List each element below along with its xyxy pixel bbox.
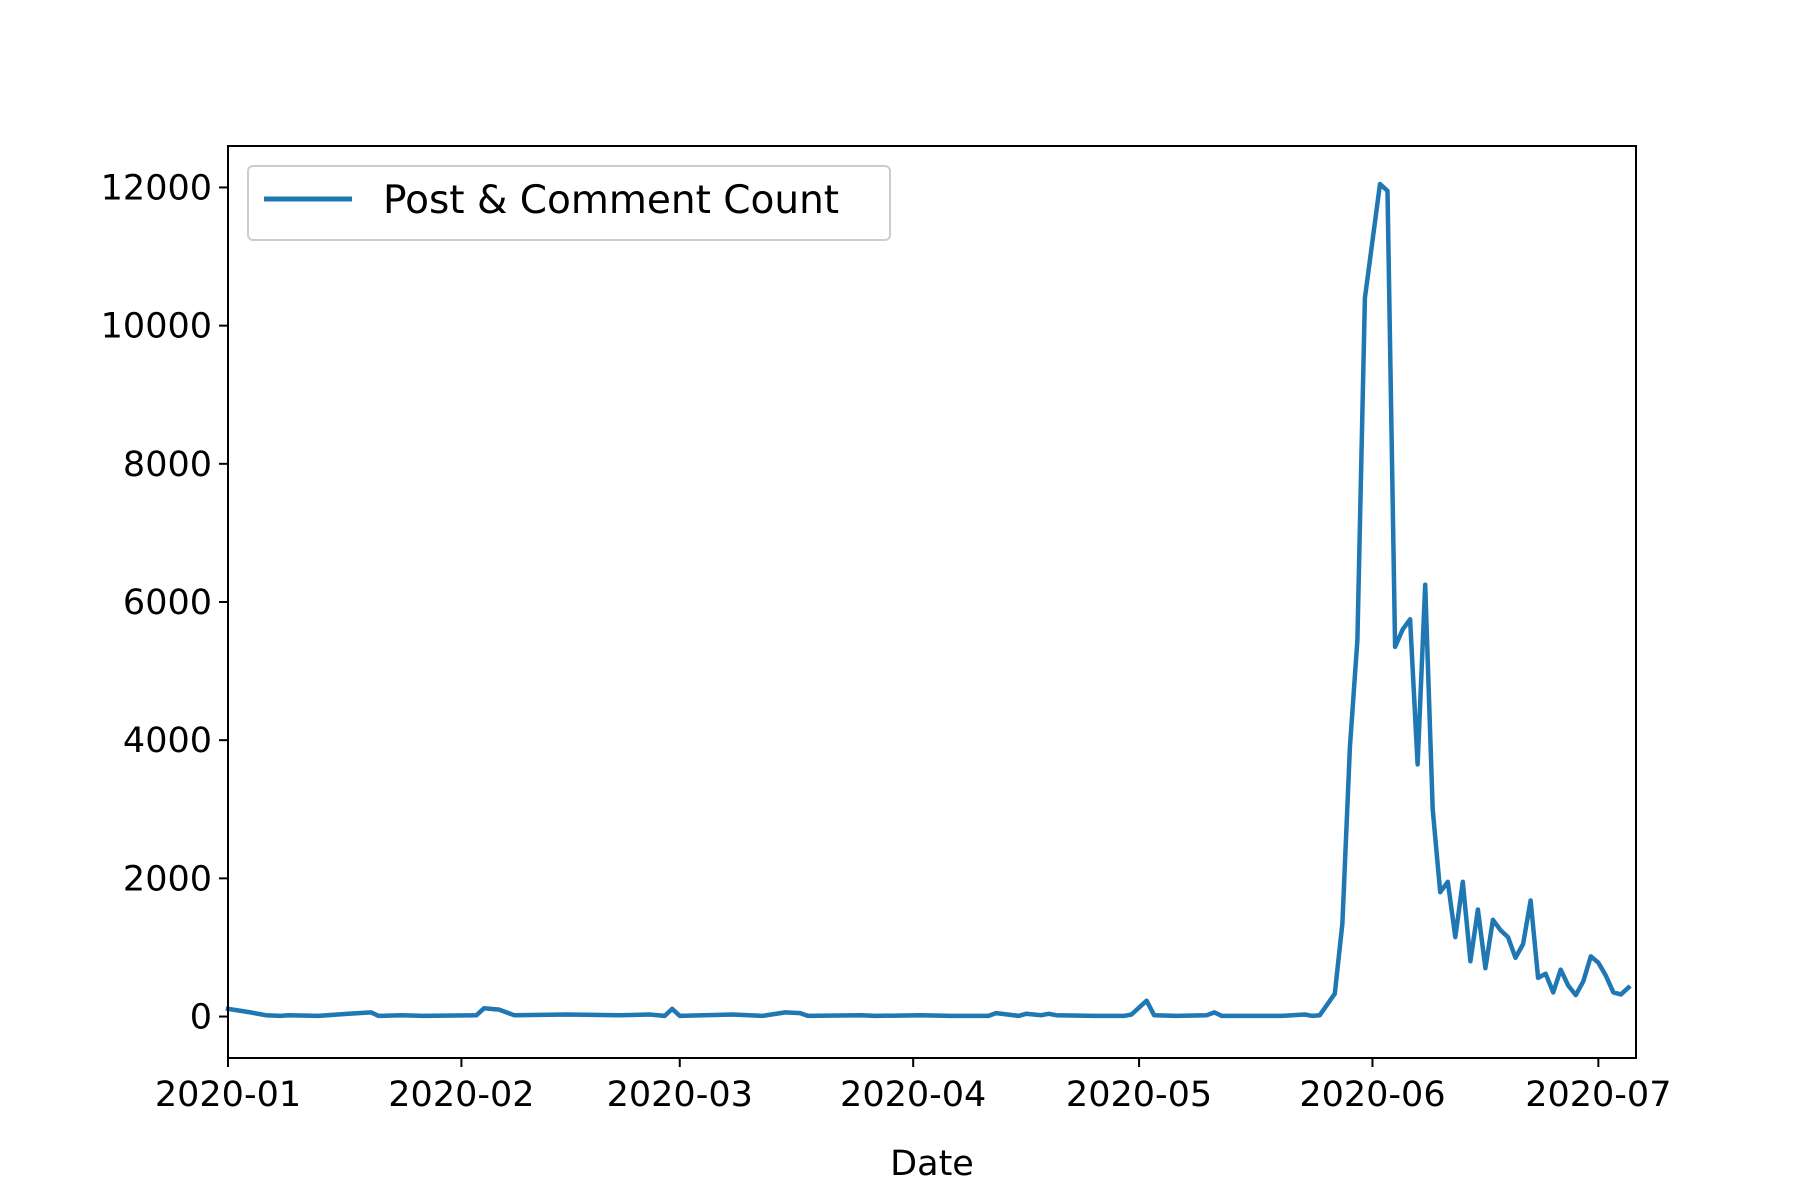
series-line — [225, 181, 1632, 1019]
x-tick-label: 2020-06 — [1299, 1075, 1445, 1115]
legend-label: Post & Comment Count — [383, 178, 839, 223]
x-tick-label: 2020-02 — [388, 1075, 534, 1115]
legend: Post & Comment Count — [247, 165, 891, 241]
legend-box — [247, 165, 891, 241]
x-tick-label: 2020-07 — [1525, 1075, 1671, 1115]
y-tick-label: 10000 — [101, 307, 212, 347]
x-axis: 2020-01 2020-02 2020-03 2020-04 2020-05 2020-… — [155, 1058, 1671, 1115]
x-tick-label: 2020-03 — [607, 1075, 753, 1115]
y-tick-label: 2000 — [123, 859, 212, 899]
y-tick-label: 4000 — [123, 721, 212, 761]
x-tick-label: 2020-05 — [1066, 1075, 1212, 1115]
y-tick-label: 0 — [190, 998, 212, 1038]
y-tick-label: 6000 — [123, 583, 212, 623]
y-axis: 0 2000 4000 6000 8000 10000 12000 — [101, 168, 228, 1038]
x-tick-label: 2020-04 — [840, 1075, 986, 1115]
x-axis-label: Date — [890, 1144, 974, 1184]
series-layer — [225, 181, 1632, 1019]
x-tick-label: 2020-01 — [155, 1075, 301, 1115]
plot-area — [228, 146, 1636, 1058]
y-tick-label: 12000 — [101, 168, 212, 208]
y-tick-label: 8000 — [123, 445, 212, 485]
